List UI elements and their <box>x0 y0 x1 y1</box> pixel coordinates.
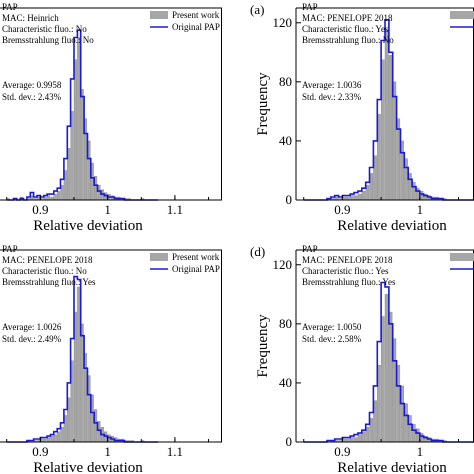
x-tick-label: 1 <box>104 444 111 459</box>
stats-line: Std. dev.: 2.58% <box>302 334 362 344</box>
stats-line: Average: 1.0050 <box>302 322 362 332</box>
x-tick-label: 1.1 <box>167 202 183 217</box>
histogram-bar <box>53 434 57 443</box>
y-axis-label: Frequency <box>255 72 271 136</box>
annotation-line: MAC: PENELOPE 2018 <box>302 255 393 265</box>
annotation-line: MAC: PENELOPE 2018 <box>2 255 93 265</box>
annotation-line: Bremsstrahlung fluo.: Yes <box>2 277 96 287</box>
x-tick-label: 1 <box>417 202 424 217</box>
histogram-bar <box>388 55 393 201</box>
original-pap-step-line <box>6 275 159 443</box>
histogram-bar <box>388 311 393 443</box>
histogram-bar <box>384 29 389 201</box>
x-tick-label: 0.9 <box>334 202 350 217</box>
histogram-bar <box>77 286 81 443</box>
histogram-bar <box>357 193 362 201</box>
histogram-bar <box>384 294 389 443</box>
x-axis-label: Relative deviation <box>33 218 143 234</box>
y-tick-label: 120 <box>273 15 293 30</box>
histogram-bar <box>353 437 358 443</box>
histogram-bar <box>396 118 401 201</box>
x-tick-label: 1.1 <box>167 444 183 459</box>
histogram-bar <box>56 431 61 443</box>
histogram-bar <box>80 323 84 443</box>
annotation-line: PAP <box>302 2 318 12</box>
histogram-bar <box>77 37 81 201</box>
x-tick-label: 0.9 <box>32 444 48 459</box>
histogram-bar <box>50 435 54 443</box>
panel-top-right: 0.9 1 0 40 80 120 Relative deviation Frequency (… <box>250 2 474 234</box>
histogram-bar <box>392 81 397 201</box>
annotation-line: MAC: PENELOPE 2018 <box>302 13 393 23</box>
annotation-line: Characteristic fluo.: No <box>2 24 87 34</box>
legend-present-swatch <box>450 11 474 19</box>
annotation-line: Bremsstrahlung fluo.: Yes <box>302 277 396 287</box>
legend-original-label: Original PAP <box>172 22 220 32</box>
histogram-bar <box>73 59 77 201</box>
y-axis-label: Frequency <box>255 314 271 378</box>
panel-label: (a) <box>250 2 264 17</box>
y-tick-label: 40 <box>279 375 292 390</box>
annotation-line: PAP <box>2 244 18 254</box>
stats-line: Std. dev.: 2.33% <box>302 92 362 102</box>
panel-label: (d) <box>250 244 265 259</box>
stats-line: Std. dev.: 2.43% <box>2 92 62 102</box>
y-tick-label: 0 <box>286 434 293 449</box>
histogram-bars <box>330 294 447 443</box>
annotation-line: MAC: Heinrich <box>2 13 59 23</box>
annotation-line: PAP <box>2 2 18 12</box>
legend-present-label: Present work <box>172 252 220 262</box>
annotation-line: Bremsstrahlung fluo.: No <box>302 35 394 45</box>
x-axis-label: Relative deviation <box>337 218 447 234</box>
histogram-bar <box>53 193 57 201</box>
y-tick-label: 120 <box>273 257 293 272</box>
stats-line: Average: 1.0036 <box>302 80 362 90</box>
stats-line: Average: 0.9958 <box>2 80 62 90</box>
annotation-line: Characteristic fluo.: Yes <box>302 24 389 34</box>
legend-present-swatch <box>150 253 168 261</box>
original-pap-step-line <box>303 19 474 201</box>
histogram-bar <box>353 195 358 201</box>
histogram-bars <box>326 29 447 201</box>
x-tick-label: 0.9 <box>334 444 350 459</box>
legend-original-label: Original PAP <box>172 264 220 274</box>
annotation-line: PAP <box>302 244 318 254</box>
original-pap-step-line <box>6 29 159 201</box>
legend-present-label: Present work <box>172 10 220 20</box>
legend-present-swatch <box>450 253 474 261</box>
annotation-line: Characteristic fluo.: Yes <box>302 266 389 276</box>
histogram-bar <box>357 434 362 443</box>
annotation-line: Bremsstrahlung fluo.: No <box>2 35 94 45</box>
x-tick-label: 1 <box>417 444 424 459</box>
x-tick-label: 1 <box>104 202 111 217</box>
y-tick-label: 40 <box>279 133 292 148</box>
y-tick-label: 80 <box>279 316 292 331</box>
y-tick-label: 80 <box>279 74 292 89</box>
legend-present-swatch <box>150 11 168 19</box>
histogram-bar <box>80 89 84 201</box>
stats-line: Std. dev.: 2.49% <box>2 334 62 344</box>
x-tick-label: 0.9 <box>32 202 48 217</box>
histogram-bar <box>361 190 366 201</box>
annotation-line: Characteristic fluo.: No <box>2 266 87 276</box>
x-axis-label: Relative deviation <box>337 460 447 474</box>
histogram-bar <box>56 190 61 201</box>
original-pap-step-line <box>303 281 474 443</box>
histogram-bars <box>6 37 145 201</box>
panel-bottom-right: 0.9 1 0 40 80 120 Relative deviation Frequency (… <box>250 244 474 474</box>
histogram-bars <box>26 286 145 443</box>
x-axis-label: Relative deviation <box>33 460 143 474</box>
stats-line: Average: 1.0026 <box>2 322 62 332</box>
y-tick-label: 0 <box>286 192 293 207</box>
